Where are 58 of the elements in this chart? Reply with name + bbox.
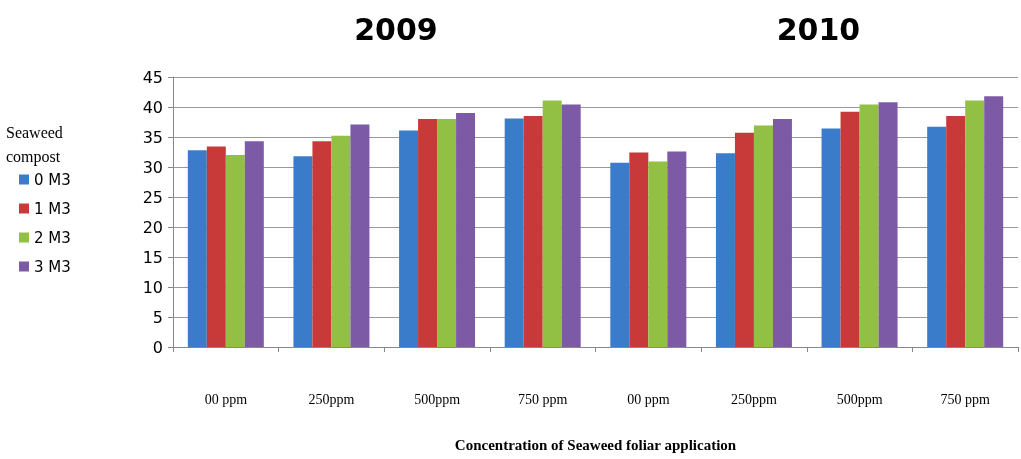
bar — [206, 146, 226, 347]
legend-title: Seaweed compost — [6, 123, 67, 166]
x-tick-label: 500ppm — [836, 391, 883, 407]
y-tick-label: 5 — [152, 307, 163, 327]
bar — [542, 100, 562, 347]
x-tick-label: 250ppm — [308, 391, 355, 407]
x-tick-label: 00 ppm — [627, 391, 670, 407]
bar — [312, 141, 332, 347]
bar — [648, 161, 668, 347]
bar — [715, 153, 735, 347]
bar — [456, 113, 476, 347]
bar — [840, 111, 860, 347]
x-tick-label: 00 ppm — [204, 391, 248, 407]
bar — [418, 119, 438, 347]
y-tick-label: 45 — [142, 67, 163, 87]
x-tick-label: 500ppm — [414, 391, 461, 407]
bar — [667, 151, 687, 347]
bar — [350, 124, 370, 347]
bar — [437, 119, 457, 347]
bar — [293, 156, 313, 347]
x-tick-label: 250ppm — [730, 391, 777, 407]
bar — [927, 126, 947, 347]
bar — [187, 150, 207, 347]
y-tick-label: 15 — [142, 247, 163, 267]
bar — [859, 104, 879, 347]
bar — [753, 125, 773, 347]
legend-label: 2 M3 — [34, 228, 71, 247]
x-tick-label: 750 ppm — [517, 391, 568, 407]
bar — [946, 116, 966, 347]
text: 2010 — [776, 11, 861, 47]
bar — [331, 135, 351, 347]
bar — [821, 128, 841, 347]
y-tick-label: 35 — [142, 127, 163, 147]
y-tick-label: 40 — [142, 97, 163, 117]
bar — [610, 162, 630, 347]
text: 2009 — [354, 11, 438, 47]
legend-label: 3 M3 — [34, 257, 71, 276]
bar — [984, 96, 1004, 347]
bar — [965, 100, 985, 347]
bar — [504, 118, 524, 347]
y-tick-label: 0 — [152, 337, 163, 357]
bar — [244, 141, 264, 347]
bar — [225, 155, 245, 347]
bar — [878, 102, 898, 347]
legend-label: 1 M3 — [34, 199, 71, 218]
y-tick-label: 25 — [142, 187, 163, 207]
bar — [772, 119, 792, 347]
legend-label: 0 M3 — [34, 170, 71, 189]
bar — [561, 104, 581, 347]
x-axis-title: Concentration of Seaweed foliar application — [454, 436, 737, 453]
bar — [629, 152, 649, 347]
bar — [399, 130, 419, 347]
y-tick-label: 20 — [142, 217, 163, 237]
y-tick-label: 30 — [142, 157, 163, 177]
y-tick-label: 10 — [142, 277, 163, 297]
x-tick-label: 750 ppm — [940, 391, 990, 407]
bar — [734, 132, 754, 347]
bar — [523, 116, 543, 347]
